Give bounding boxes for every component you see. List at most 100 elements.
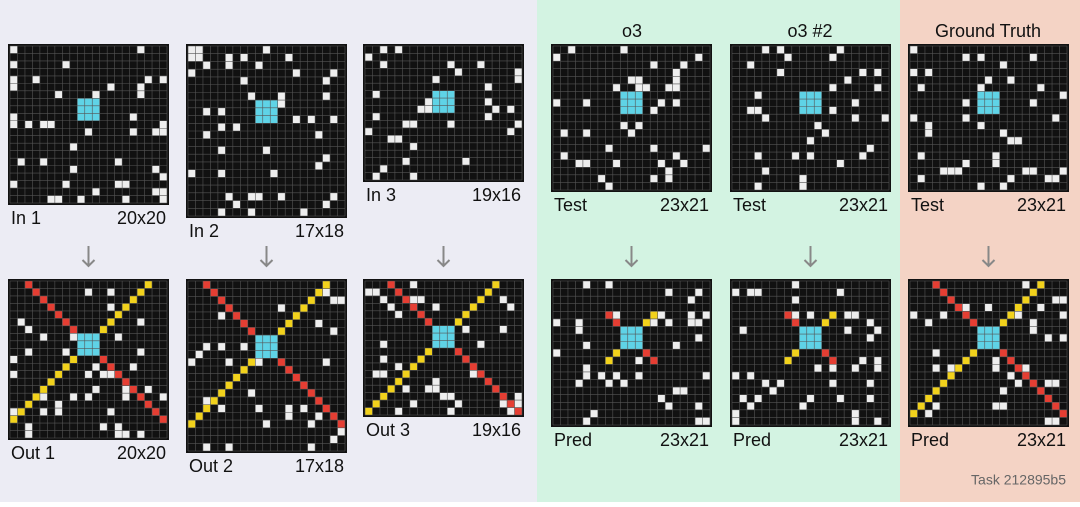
cell <box>1022 364 1030 372</box>
grid-label: Test <box>911 195 944 215</box>
cell <box>84 370 93 379</box>
cell <box>924 129 933 137</box>
cell <box>999 402 1008 410</box>
cell <box>999 387 1008 395</box>
cell <box>874 83 882 92</box>
cell <box>409 362 418 371</box>
cell <box>322 154 331 162</box>
cell <box>620 91 643 115</box>
cell <box>217 342 226 351</box>
cell <box>202 281 211 289</box>
cell <box>255 61 263 70</box>
cell <box>447 392 455 401</box>
cell <box>829 379 837 388</box>
cell <box>240 76 248 85</box>
cell <box>992 159 1000 168</box>
cell <box>866 394 875 403</box>
cell <box>10 120 18 129</box>
cell <box>62 363 70 371</box>
cell <box>829 53 837 62</box>
cell <box>499 392 508 401</box>
cell <box>932 349 940 357</box>
cell <box>32 288 40 296</box>
cell <box>114 370 123 379</box>
cell <box>217 296 226 305</box>
cell <box>477 60 485 69</box>
task-id: Task 212895b5 <box>971 472 1066 488</box>
cell <box>844 326 852 335</box>
cell <box>695 334 703 342</box>
cell <box>188 169 196 178</box>
cell <box>597 174 606 183</box>
cell <box>69 325 78 334</box>
cell <box>195 46 203 54</box>
cell <box>695 402 703 410</box>
cell <box>232 311 241 320</box>
cell <box>262 146 271 155</box>
cell <box>394 46 403 54</box>
cell <box>322 200 331 209</box>
cell <box>910 46 918 54</box>
cell <box>1059 296 1067 304</box>
cell <box>984 76 993 84</box>
cell <box>746 371 755 380</box>
cell <box>122 195 130 203</box>
cell <box>409 400 418 408</box>
cell <box>1044 379 1053 388</box>
cell <box>122 385 130 394</box>
cell <box>39 393 48 401</box>
cell <box>484 113 493 121</box>
cell <box>379 46 388 54</box>
cell <box>417 310 425 319</box>
cell <box>1014 364 1023 372</box>
cell <box>1044 417 1053 425</box>
cell <box>821 129 830 137</box>
cell <box>962 99 970 107</box>
cell <box>999 349 1008 357</box>
cell <box>1029 99 1038 107</box>
cell <box>553 53 561 62</box>
model-title: o3 <box>622 21 642 41</box>
cell <box>17 318 25 326</box>
cell <box>836 159 845 168</box>
cell <box>454 348 463 356</box>
cell <box>300 381 308 390</box>
cell <box>277 327 286 336</box>
cell <box>992 152 1000 160</box>
cell <box>514 407 522 415</box>
cell <box>240 53 248 62</box>
cell <box>217 107 226 116</box>
cell <box>225 358 233 366</box>
cell <box>507 105 515 113</box>
arrow <box>624 246 639 268</box>
cell <box>874 417 882 425</box>
cell <box>732 288 740 297</box>
cell <box>932 364 940 372</box>
grid-label: In 3 <box>366 185 396 205</box>
grid-label: In 1 <box>11 208 41 228</box>
cell <box>1052 379 1060 388</box>
cell <box>462 310 470 319</box>
cell <box>225 61 233 70</box>
grid-frame <box>8 279 169 440</box>
cell <box>1029 379 1038 388</box>
cell <box>702 144 710 153</box>
cell <box>650 311 658 319</box>
cell <box>232 373 241 382</box>
cell <box>582 159 591 168</box>
cell <box>687 318 696 327</box>
cell <box>137 318 145 326</box>
cell <box>202 342 211 351</box>
cell <box>1037 387 1045 395</box>
cell <box>159 415 167 424</box>
cell <box>409 172 418 180</box>
cell <box>680 61 688 69</box>
cell <box>409 120 418 128</box>
cell <box>99 325 108 334</box>
cell <box>69 143 78 151</box>
cell <box>829 106 837 115</box>
cell <box>225 443 233 451</box>
cell <box>1059 311 1067 319</box>
cell <box>999 182 1008 190</box>
cell <box>1037 303 1045 312</box>
